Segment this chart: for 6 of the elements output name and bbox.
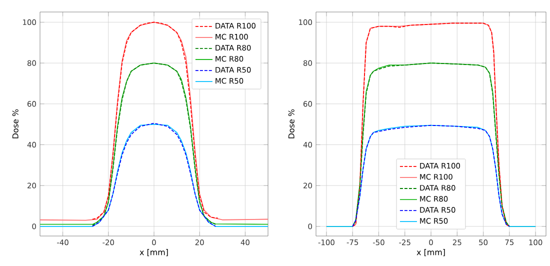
line-series	[92, 122, 216, 227]
line-series	[92, 62, 216, 226]
line-series	[40, 62, 268, 225]
line-series	[40, 124, 268, 227]
line-series	[40, 22, 268, 221]
line-series	[352, 124, 510, 227]
